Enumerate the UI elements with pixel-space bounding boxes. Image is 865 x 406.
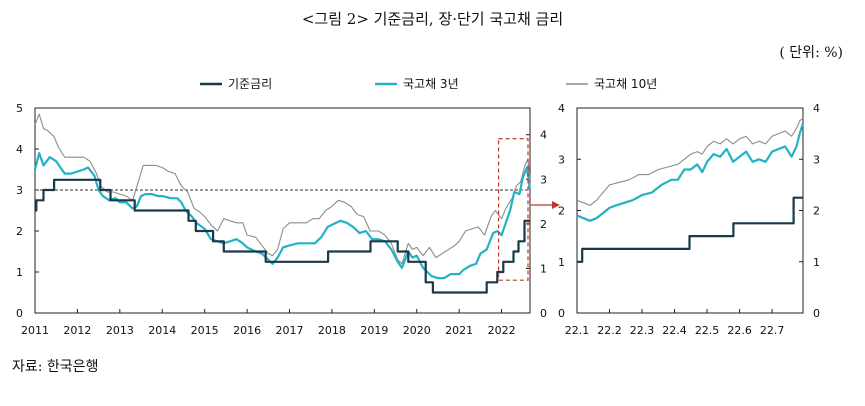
legend: 기준금리 국고채 3년 국고채 10년 — [200, 77, 657, 91]
legend-label-ktb3: 국고채 3년 — [403, 77, 459, 91]
y-tick-label-left: 4 — [558, 102, 565, 115]
x-tick-label: 2020 — [403, 324, 431, 337]
x-tick-label: 22.1 — [565, 324, 590, 337]
x-tick-label: 2017 — [275, 324, 303, 337]
y-tick-label-right: 2 — [540, 218, 547, 231]
y-tick-label-right: 1 — [813, 256, 820, 269]
connector-arrow — [531, 201, 560, 209]
chart-right-panel: 0 1 2 3 4 0 1 2 3 4 22.1 22.2 22.3 22.4 22.5 22.6 22.7 — [558, 102, 820, 337]
source-note: 자료: 한국은행 — [12, 359, 99, 375]
y-tick-label-left: 2 — [16, 225, 23, 238]
y-tick-label-right: 0 — [813, 307, 820, 320]
x-tick-label: 2016 — [233, 324, 261, 337]
x-tick-label: 2018 — [318, 324, 346, 337]
x-tick-label: 2022 — [488, 324, 516, 337]
series-line-ktb3-right — [576, 123, 805, 222]
plot-frame-left — [34, 107, 531, 314]
x-tick-label: 2012 — [63, 324, 91, 337]
legend-label-ktb10: 국고채 10년 — [594, 77, 657, 91]
series-line-ktb10-right — [576, 117, 804, 206]
highlight-box — [497, 138, 529, 281]
x-tick-label: 2013 — [106, 324, 134, 337]
x-tick-label: 2014 — [148, 324, 176, 337]
y-tick-label-left: 1 — [16, 266, 23, 279]
y-tick-label-right: 3 — [813, 153, 820, 166]
y-tick-label-left: 4 — [16, 143, 23, 156]
y-tick-label-left: 2 — [558, 205, 565, 218]
y-tick-label-right: 4 — [540, 129, 547, 142]
y-tick-label-left: 3 — [16, 184, 23, 197]
y-tick-label-right: 0 — [540, 307, 547, 320]
unit-label: ( 단위: %) — [779, 45, 843, 61]
y-tick-label-left: 3 — [558, 153, 565, 166]
series-line-base-rate-left — [35, 178, 530, 294]
chart-left-panel: 0 1 2 3 4 5 0 1 2 3 4 2011 2012 2013 2014 2015 2016 2017 2… — [16, 102, 547, 337]
legend-label-base-rate: 기준금리 — [228, 77, 272, 91]
y-tick-label-left: 0 — [558, 307, 565, 320]
plot-frame-right — [576, 107, 804, 314]
y-tick-label-left: 0 — [16, 307, 23, 320]
y-tick-label-left: 1 — [558, 256, 565, 269]
x-tick-label: 22.7 — [760, 324, 785, 337]
x-tick-label: 22.3 — [630, 324, 655, 337]
y-tick-label-right: 1 — [540, 262, 547, 275]
y-tick-label-right: 3 — [540, 173, 547, 186]
x-tick-label: 22.2 — [597, 324, 622, 337]
y-tick-label-right: 4 — [813, 102, 820, 115]
y-tick-label-left: 5 — [16, 102, 23, 115]
page-title: <그림 2> 기준금리, 장·단기 국고채 금리 — [301, 10, 564, 28]
series-line-ktb10-left — [34, 113, 531, 265]
x-tick-label: 22.6 — [727, 324, 752, 337]
x-tick-label: 2021 — [445, 324, 473, 337]
x-tick-label: 22.4 — [662, 324, 687, 337]
series-line-ktb3-left — [33, 152, 532, 280]
series-line-base-rate-right — [577, 196, 803, 263]
x-tick-label: 2019 — [360, 324, 388, 337]
y-tick-label-right: 2 — [813, 205, 820, 218]
x-tick-label: 22.5 — [695, 324, 720, 337]
x-tick-label: 2011 — [21, 324, 49, 337]
connector-arrow-head — [552, 201, 560, 209]
x-tick-label: 2015 — [191, 324, 219, 337]
